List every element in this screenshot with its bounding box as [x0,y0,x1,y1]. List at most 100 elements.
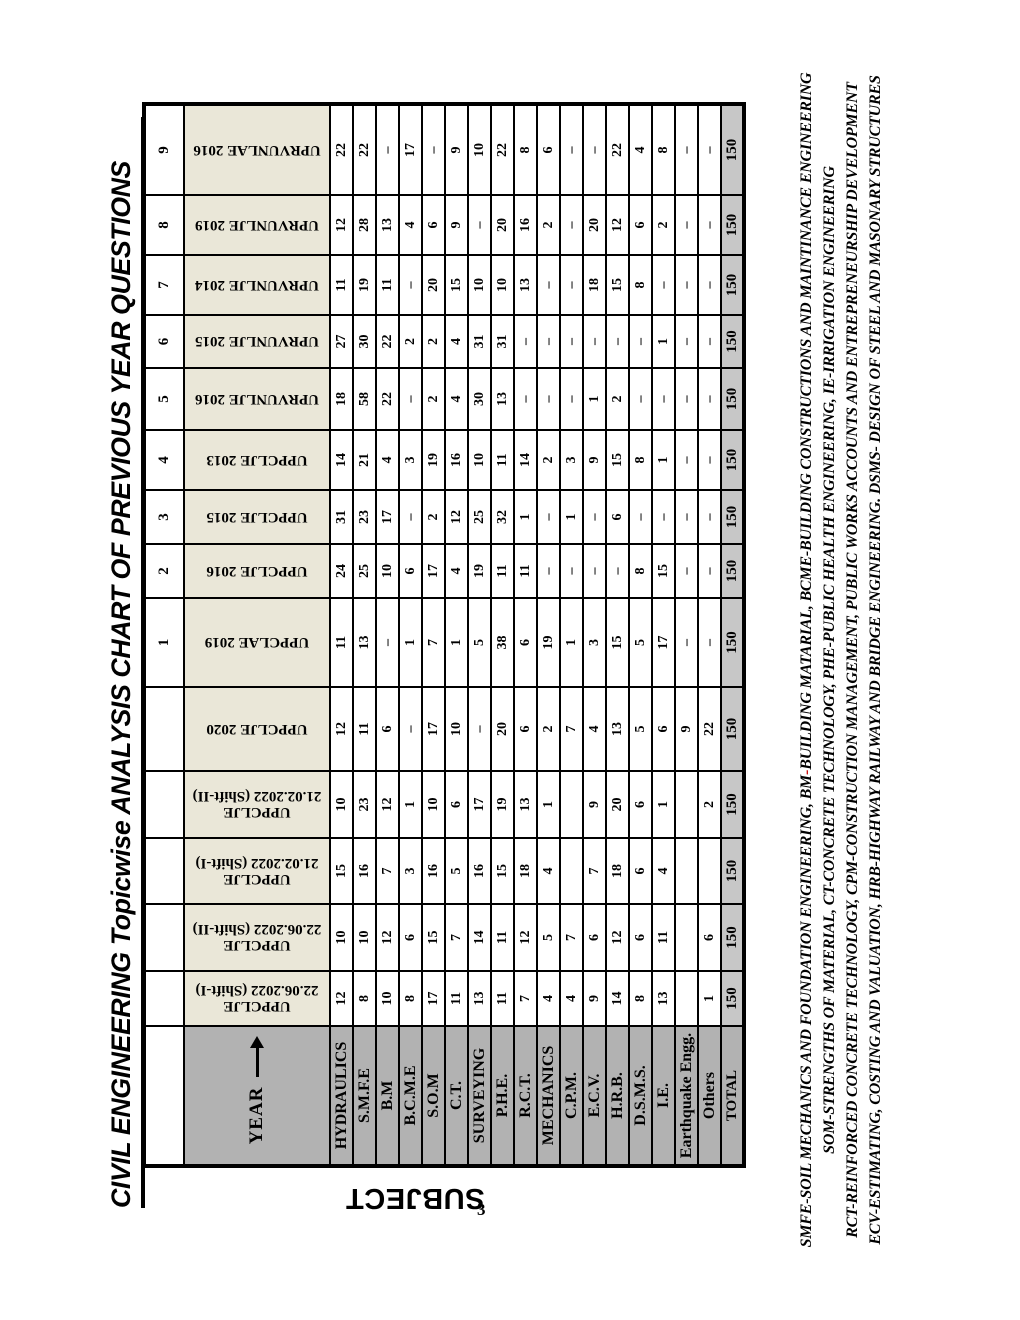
data-cell: 150 [721,195,744,255]
data-cell: 1 [652,430,675,490]
data-cell: – [537,544,560,598]
data-cell: 13 [606,687,629,771]
data-cell: – [698,255,721,315]
year-column-label: UPPCLJE 2015 [206,509,308,525]
data-cell: 12 [445,490,468,544]
analysis-table: 1 2 3 4 5 6 7 8 9 YEAR UPPCLJE 22.06.2022 (Shift-I)… [142,102,746,1168]
serial-cell: 8 [144,195,184,255]
data-cell: 10 [353,904,376,971]
data-cell: 6 [698,904,721,971]
data-cell: – [629,490,652,544]
data-cell: 4 [399,195,422,255]
data-cell: 2 [698,771,721,838]
data-cell: – [675,255,698,315]
data-cell: 1 [583,368,606,430]
data-cell: 9 [445,104,468,195]
page-title: CIVIL ENGINEERING Topicwise ANALYSIS CHA… [106,117,145,1208]
data-cell: 15 [422,904,445,971]
data-cell: 22 [491,104,514,195]
data-cell: 19 [468,544,491,598]
data-cell: 19 [491,771,514,838]
data-cell: 13 [514,255,537,315]
data-cell: 30 [468,368,491,430]
data-cell: – [675,315,698,368]
data-cell: 4 [583,687,606,771]
data-cell: 10 [491,255,514,315]
data-cell: 13 [514,771,537,838]
data-cell: – [629,368,652,430]
data-cell: 4 [445,368,468,430]
data-cell: – [629,315,652,368]
data-cell: 4 [560,971,583,1026]
data-cell: 16 [445,430,468,490]
subject-label-cell: MECHANICS [537,1026,560,1166]
footnote-line: SOM-STRENGTHS OF MATERIAL, CT-CONCRETE T… [821,166,838,1154]
data-cell: – [675,490,698,544]
data-cell: 4 [445,544,468,598]
data-cell [560,838,583,904]
year-column-label-cell: UPPCLAE 2019 [184,598,330,687]
data-cell: 25 [353,544,376,598]
subject-row: Earthquake Engg. 9– – – – – – – – – [675,104,698,1166]
footnote-line: SMFE-SOIL MECHANICS AND FOUNDATION ENGIN… [798,72,815,1248]
data-cell: – [399,255,422,315]
serial-cell [144,771,184,838]
data-cell: 22 [330,104,353,195]
year-column-label: UPPCLJE 2020 [206,721,308,737]
data-cell: 150 [721,838,744,904]
data-cell: 8 [652,104,675,195]
data-cell: 22 [376,368,399,430]
data-cell: – [537,368,560,430]
data-cell: 6 [514,687,537,771]
serial-cell: 7 [144,255,184,315]
data-cell: 4 [652,838,675,904]
data-cell: 2 [422,315,445,368]
data-cell: 18 [330,368,353,430]
data-cell: 7 [583,838,606,904]
data-cell: 20 [606,771,629,838]
data-cell: 150 [721,544,744,598]
data-cell: 1 [560,490,583,544]
year-column-label: UPRVUNLJE 2015 [194,333,320,350]
data-cell [560,771,583,838]
data-cell: – [399,687,422,771]
year-column-label: UPRVUNLJE 2019 [194,217,320,233]
data-cell: 3 [399,430,422,490]
data-cell: – [468,687,491,771]
subject-label-cell: D.S.M.S. [629,1026,652,1166]
data-cell: – [560,315,583,368]
data-cell: 150 [721,771,744,838]
data-cell: 22 [698,687,721,771]
data-cell: 3 [560,430,583,490]
data-cell: – [606,315,629,368]
data-cell: 10 [468,104,491,195]
year-column-label: UPPCLJE 21.02.2022 (Shift-I) [195,855,319,887]
subject-row: H.R.B. 14 12 18 20 13 15–6 15 2–15 12 22 [606,104,629,1166]
subject-label-cell: SURVEYING [468,1026,491,1166]
data-cell: – [583,490,606,544]
data-cell: 13 [376,195,399,255]
data-cell: 12 [606,904,629,971]
data-cell: 1 [399,598,422,687]
serial-cell [144,904,184,971]
data-cell: 58 [353,368,376,430]
subject-label-cell: B.C.M.E [399,1026,422,1166]
subject-row: Others 1 6 2 22– – – – – – – – – [698,104,721,1166]
year-column-label-cell: UPPCLJE 2015 [184,490,330,544]
data-cell: 12 [330,687,353,771]
data-cell: 10 [468,430,491,490]
data-cell: 24 [330,544,353,598]
data-cell: – [376,598,399,687]
data-cell: 22 [606,104,629,195]
page-number: 3 [477,1200,486,1219]
data-cell: – [675,195,698,255]
data-cell: 2 [652,195,675,255]
data-cell: – [675,598,698,687]
data-cell: – [698,104,721,195]
footnote-line: RCT-REINFORCED CONCRETE TECHNOLOGY, CPM-… [844,82,861,1238]
data-cell: – [560,255,583,315]
subject-label-cell: B.M [376,1026,399,1166]
serial-cell: 1 [144,598,184,687]
subject-label-cell: S.O.M [422,1026,445,1166]
subject-row: SURVEYING 13 14 16 17–5 19 25 10 30 31 10–10 [468,104,491,1166]
